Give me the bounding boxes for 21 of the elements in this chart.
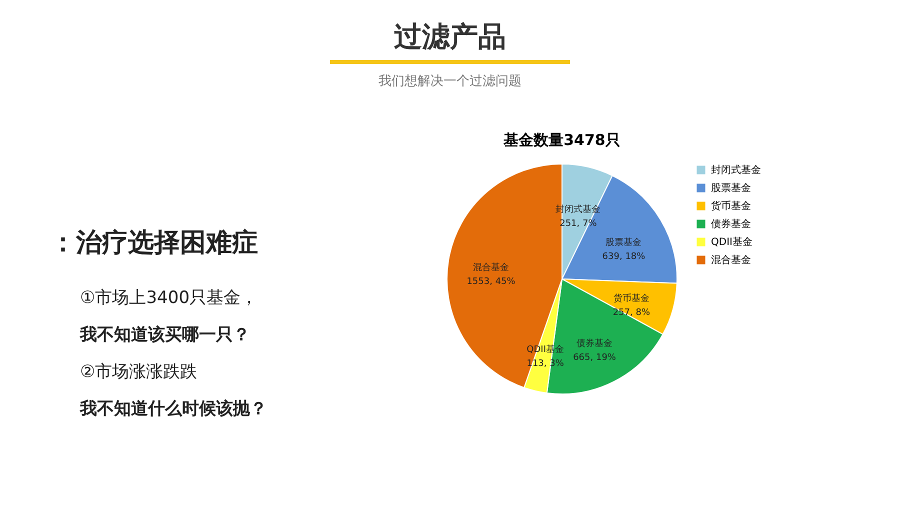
legend-label: 股票基金: [711, 182, 751, 194]
chart-title: 基金数量3478只: [502, 131, 620, 149]
slice-label: 货币基金: [613, 293, 650, 304]
data-label: 665, 19%: [573, 353, 616, 364]
legend-label: 货币基金: [711, 200, 751, 212]
legend-label: 封闭式基金: [711, 164, 761, 176]
text: ：治疗选择困难症: [50, 227, 259, 260]
data-label: 1553, 45%: [466, 276, 516, 287]
legend-label: 债券基金: [711, 218, 751, 230]
slice-label: 债券基金: [576, 338, 613, 350]
text: 过滤产品: [393, 19, 507, 55]
text: 我不知道什么时候该抛？: [80, 398, 267, 420]
text: 我们想解决一个过滤问题: [378, 73, 522, 90]
slice-label: 股票基金: [606, 236, 642, 248]
legend-label: QDII基金: [711, 236, 752, 248]
legend-label: 混合基金: [711, 254, 751, 266]
slice-label: 混合基金: [473, 262, 510, 273]
text: ②市场涨涨跌跌: [80, 361, 198, 383]
text: 我不知道该买哪一只？: [80, 324, 251, 346]
data-label: 639, 18%: [602, 252, 646, 262]
text: ①市场上3400只基金，: [80, 287, 259, 309]
